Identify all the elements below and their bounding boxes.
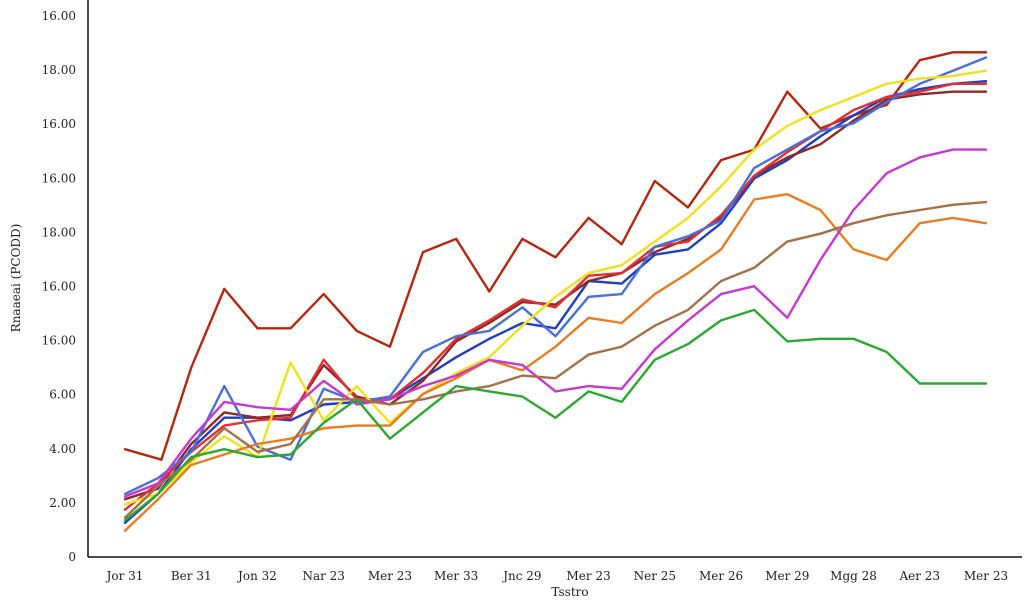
- y-tick-label: 16.00: [42, 334, 76, 348]
- series-line-3: [123, 90, 988, 501]
- series-line-9: [123, 200, 988, 519]
- y-tick-label: 18.00: [42, 63, 76, 77]
- x-tick-label: Jon 32: [236, 569, 277, 583]
- x-tick-label: Ber 31: [171, 569, 212, 583]
- x-axis-title: Tsstro: [551, 585, 588, 599]
- x-tick-label: Nar 23: [302, 569, 344, 583]
- x-tick-label: Aer 23: [898, 569, 940, 583]
- x-tick-label: Mer 33: [434, 569, 478, 583]
- x-tick-label: Mgg 28: [830, 569, 877, 583]
- y-tick-label: 4.00: [49, 442, 76, 456]
- x-tick-labels: Jor 31 Ber 31 Jon 32 Nar 23 Mer 23 Mer 33 Jnc …: [105, 569, 1009, 583]
- y-tick-label: 18.00: [42, 225, 76, 239]
- series-line-6: [123, 69, 988, 506]
- series-line-5: [123, 56, 988, 496]
- y-tick-label: 16.00: [42, 171, 76, 185]
- series-lines: [123, 51, 988, 532]
- y-tick-label: 6.00: [49, 388, 76, 402]
- y-tick-labels: 0 2.00 4.00 6.00 16.00 16.00 18.00 16.00 16.00 18…: [42, 9, 76, 564]
- x-tick-label: Mer 23: [368, 569, 412, 583]
- x-tick-label: Mer 23: [964, 569, 1008, 583]
- y-axis-title: Rnaaeai (PCODD): [9, 224, 23, 333]
- series-line-7: [123, 192, 988, 532]
- y-tick-label: 16.00: [42, 117, 76, 131]
- y-tick-label: 16.00: [42, 9, 76, 23]
- x-tick-label: Mer 29: [765, 569, 809, 583]
- x-tick-label: Mer 26: [699, 569, 743, 583]
- x-tick-label: Jnc 29: [501, 569, 541, 583]
- series-line-1: [123, 51, 988, 461]
- y-tick-label: 16.00: [42, 280, 76, 294]
- series-line-10: [123, 308, 988, 522]
- x-tick-label: Jor 31: [105, 569, 144, 583]
- series-line-4: [123, 82, 988, 511]
- y-tick-label: 0: [68, 550, 76, 564]
- y-tick-label: 2.00: [49, 496, 76, 510]
- x-tick-label: Ner 25: [634, 569, 676, 583]
- x-tick-label: Mer 23: [567, 569, 611, 583]
